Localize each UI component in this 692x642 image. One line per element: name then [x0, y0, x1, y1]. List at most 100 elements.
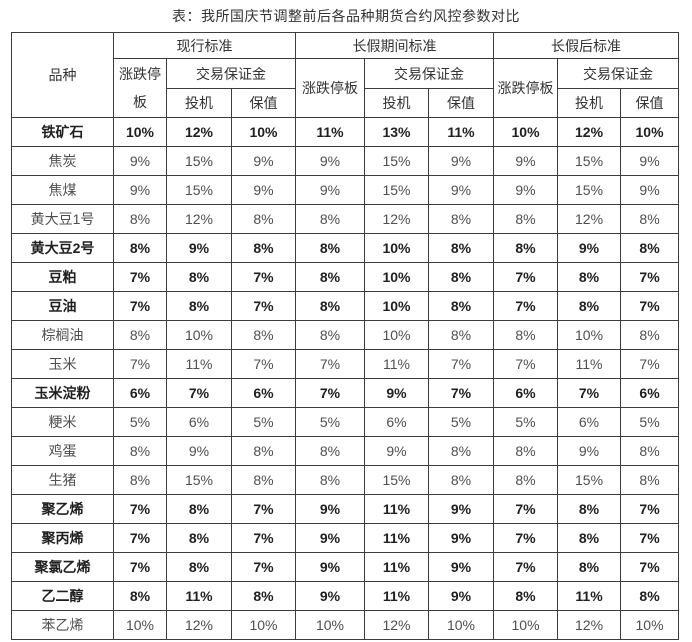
value-cell: 9% — [427, 523, 495, 553]
value-cell: 9% — [620, 146, 680, 176]
value-cell: 7% — [557, 378, 622, 408]
value-cell: 12% — [166, 117, 232, 147]
table-row: 聚乙烯 7% 8% 7% 9% 11% 9% 7% 8% 7% — [11, 494, 680, 524]
value-cell: 8% — [427, 262, 495, 292]
value-cell: 10% — [364, 233, 429, 263]
value-cell: 8% — [231, 465, 296, 495]
header-group-current: 现行标准 — [113, 32, 296, 59]
table-row: 棕榈油 8% 10% 8% 8% 10% 8% 8% 10% 8% — [11, 320, 680, 350]
value-cell: 15% — [557, 175, 622, 205]
value-cell: 7% — [113, 552, 167, 582]
value-cell: 6% — [493, 378, 559, 408]
header-price-limit: 涨跌停板 — [493, 58, 559, 118]
value-cell: 8% — [427, 320, 495, 350]
table-row: 焦炭 9% 15% 9% 9% 15% 9% 9% 15% 9% — [11, 146, 680, 176]
value-cell: 8% — [295, 233, 365, 263]
value-cell: 7% — [231, 494, 296, 524]
value-cell: 8% — [493, 233, 559, 263]
table-row: 焦煤 9% 15% 9% 9% 15% 9% 9% 15% 9% — [11, 175, 680, 205]
value-cell: 6% — [364, 407, 429, 437]
header-product-column: 品种 — [11, 32, 114, 118]
value-cell: 8% — [113, 204, 167, 234]
value-cell: 9% — [166, 233, 232, 263]
product-name-cell: 乙二醇 — [11, 581, 114, 611]
table-row: 黄大豆2号 8% 9% 8% 8% 10% 8% 8% 9% 8% — [11, 233, 680, 263]
value-cell: 11% — [427, 117, 495, 147]
value-cell: 9% — [427, 552, 495, 582]
value-cell: 9% — [557, 436, 622, 466]
product-name-cell: 棕榈油 — [11, 320, 114, 350]
value-cell: 9% — [113, 175, 167, 205]
value-cell: 7% — [113, 523, 167, 553]
product-name-cell: 玉米淀粉 — [11, 378, 114, 408]
value-cell: 6% — [231, 378, 296, 408]
table-row: 鸡蛋 8% 9% 8% 8% 9% 8% 8% 9% 8% — [11, 436, 680, 466]
value-cell: 7% — [113, 349, 167, 379]
value-cell: 10% — [620, 610, 680, 640]
value-cell: 7% — [231, 262, 296, 292]
product-name-cell: 苯乙烯 — [11, 610, 114, 640]
value-cell: 7% — [620, 349, 680, 379]
value-cell: 10% — [166, 320, 232, 350]
header-hedge: 保值 — [427, 88, 495, 118]
value-cell: 6% — [620, 378, 680, 408]
product-name-cell: 豆油 — [11, 291, 114, 321]
product-name-cell: 粳米 — [11, 407, 114, 437]
value-cell: 5% — [295, 407, 365, 437]
header-hedge: 保值 — [620, 88, 680, 118]
value-cell: 7% — [620, 494, 680, 524]
value-cell: 9% — [557, 233, 622, 263]
value-cell: 9% — [493, 175, 559, 205]
value-cell: 11% — [364, 552, 429, 582]
value-cell: 11% — [166, 349, 232, 379]
value-cell: 10% — [231, 610, 296, 640]
value-cell: 7% — [427, 378, 495, 408]
value-cell: 12% — [166, 204, 232, 234]
value-cell: 8% — [427, 465, 495, 495]
value-cell: 8% — [231, 581, 296, 611]
product-name-cell: 玉米 — [11, 349, 114, 379]
value-cell: 9% — [295, 523, 365, 553]
table-row: 黄大豆1号 8% 12% 8% 8% 12% 8% 8% 12% 8% — [11, 204, 680, 234]
value-cell: 8% — [166, 291, 232, 321]
value-cell: 8% — [113, 465, 167, 495]
value-cell: 5% — [620, 407, 680, 437]
value-cell: 9% — [427, 581, 495, 611]
header-margin: 交易保证金 — [166, 58, 296, 89]
table-row: 聚氯乙烯 7% 8% 7% 9% 11% 9% 7% 8% 7% — [11, 552, 680, 582]
value-cell: 8% — [620, 436, 680, 466]
value-cell: 9% — [295, 581, 365, 611]
table-body: 铁矿石 10% 12% 10% 11% 13% 11% 10% 12% 10% 焦炭 9% 15% 9% 9… — [11, 117, 680, 640]
table-row: 粳米 5% 6% 5% 5% 6% 5% 5% 6% 5% — [11, 407, 680, 437]
value-cell: 12% — [557, 117, 622, 147]
value-cell: 5% — [493, 407, 559, 437]
value-cell: 11% — [166, 581, 232, 611]
value-cell: 6% — [113, 378, 167, 408]
header-margin: 交易保证金 — [363, 58, 495, 89]
product-name-cell: 豆粕 — [11, 262, 114, 292]
value-cell: 7% — [113, 262, 167, 292]
header-margin: 交易保证金 — [557, 58, 680, 89]
value-cell: 10% — [493, 610, 559, 640]
value-cell: 9% — [295, 494, 365, 524]
product-name-cell: 焦煤 — [11, 175, 114, 205]
value-cell: 12% — [364, 204, 429, 234]
value-cell: 15% — [364, 465, 429, 495]
value-cell: 8% — [295, 204, 365, 234]
value-cell: 15% — [166, 175, 232, 205]
value-cell: 7% — [620, 262, 680, 292]
value-cell: 10% — [295, 610, 365, 640]
value-cell: 8% — [427, 436, 495, 466]
value-cell: 6% — [166, 407, 232, 437]
value-cell: 8% — [113, 233, 167, 263]
header-group-after-holiday: 长假后标准 — [493, 32, 680, 59]
value-cell: 8% — [620, 581, 680, 611]
value-cell: 6% — [557, 407, 622, 437]
value-cell: 11% — [295, 117, 365, 147]
value-cell: 5% — [113, 407, 167, 437]
value-cell: 11% — [364, 581, 429, 611]
value-cell: 8% — [231, 320, 296, 350]
value-cell: 8% — [295, 465, 365, 495]
value-cell: 7% — [166, 378, 232, 408]
value-cell: 8% — [166, 523, 232, 553]
